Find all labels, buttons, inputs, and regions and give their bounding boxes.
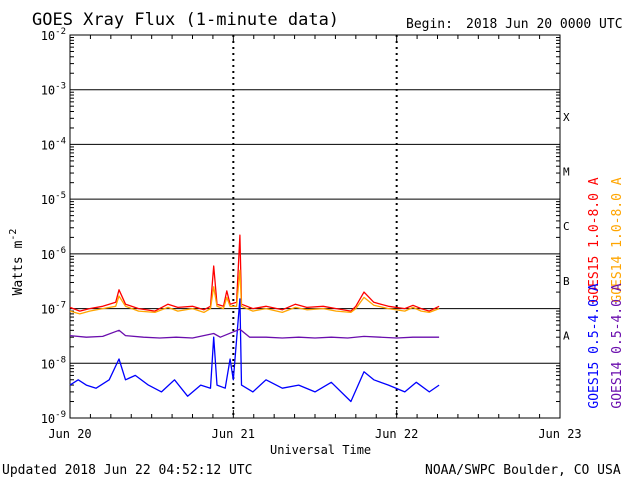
y-tick-base: 10	[41, 357, 55, 371]
y-tick-exponent: -2	[55, 27, 66, 37]
flare-class-label: B	[563, 275, 570, 288]
flare-class-label: M	[563, 166, 570, 179]
begin-label: Begin:	[406, 17, 453, 32]
y-tick-base: 10	[41, 29, 55, 43]
y-axis-label-group: Watts m-2	[8, 229, 26, 296]
legend-goes15-short-label: GOES15 0.5-4.0 A	[587, 283, 602, 408]
legend-goes14-short-label: GOES14 0.5-4.0 A	[610, 283, 625, 408]
y-tick-exponent: -9	[55, 410, 66, 420]
x-tick-label: Jun 20	[48, 427, 91, 441]
legend-goes14-long-label: GOES14 1.0-8.0 A	[610, 177, 625, 302]
chart-title: GOES Xray Flux (1-minute data)	[32, 10, 339, 30]
y-tick-label: 10-9	[41, 410, 66, 426]
y-tick-base: 10	[41, 303, 55, 317]
flare-class-label: X	[563, 111, 570, 124]
x-tick-label: Jun 22	[375, 427, 418, 441]
y-tick-label: 10-3	[41, 82, 66, 98]
series-line-1	[69, 269, 440, 315]
y-tick-exponent: -7	[55, 301, 66, 311]
y-tick-exponent: -8	[55, 355, 66, 365]
legend-goes15-long: GOES15 1.0-8.0 A	[587, 177, 602, 302]
y-tick-exponent: -5	[55, 191, 66, 201]
flare-class-label: A	[563, 330, 570, 343]
x-tick-label: Jun 21	[212, 427, 255, 441]
series-line-2	[69, 298, 440, 403]
y-tick-base: 10	[41, 138, 55, 152]
y-tick-base: 10	[41, 84, 55, 98]
series-line-3	[69, 328, 440, 339]
x-axis-label: Universal Time	[270, 443, 371, 457]
y-tick-base: 10	[41, 412, 55, 426]
y-tick-label: 10-7	[41, 301, 66, 317]
y-tick-base: 10	[41, 193, 55, 207]
flare-class-label: C	[563, 220, 570, 233]
plot-frame	[69, 34, 561, 419]
x-tick-label: Jun 23	[538, 427, 581, 441]
y-axis-label-text: Watts m	[11, 240, 26, 295]
legend-goes15-long-label: GOES15 1.0-8.0 A	[587, 177, 602, 302]
y-tick-label: 10-8	[41, 355, 66, 371]
y-axis-label: Watts m-2	[8, 229, 26, 296]
y-tick-label: 10-2	[41, 27, 66, 43]
legend-goes14-long: GOES14 1.0-8.0 A	[610, 177, 625, 302]
y-tick-base: 10	[41, 248, 55, 262]
y-axis-label-exp: -2	[8, 229, 19, 241]
legend-goes15-short: GOES15 0.5-4.0 A	[587, 283, 602, 408]
y-tick-exponent: -6	[55, 246, 66, 256]
y-tick-label: 10-6	[41, 246, 66, 262]
y-tick-exponent: -4	[55, 136, 66, 146]
y-tick-label: 10-5	[41, 191, 66, 207]
updated-timestamp: Updated 2018 Jun 22 04:52:12 UTC	[2, 463, 252, 478]
y-tick-label: 10-4	[41, 136, 66, 152]
y-tick-exponent: -3	[55, 82, 66, 92]
legend-goes14-short: GOES14 0.5-4.0 A	[610, 283, 625, 408]
begin-value: 2018 Jun 20 0000 UTC	[466, 17, 623, 32]
credit-label: NOAA/SWPC Boulder, CO USA	[425, 463, 621, 478]
